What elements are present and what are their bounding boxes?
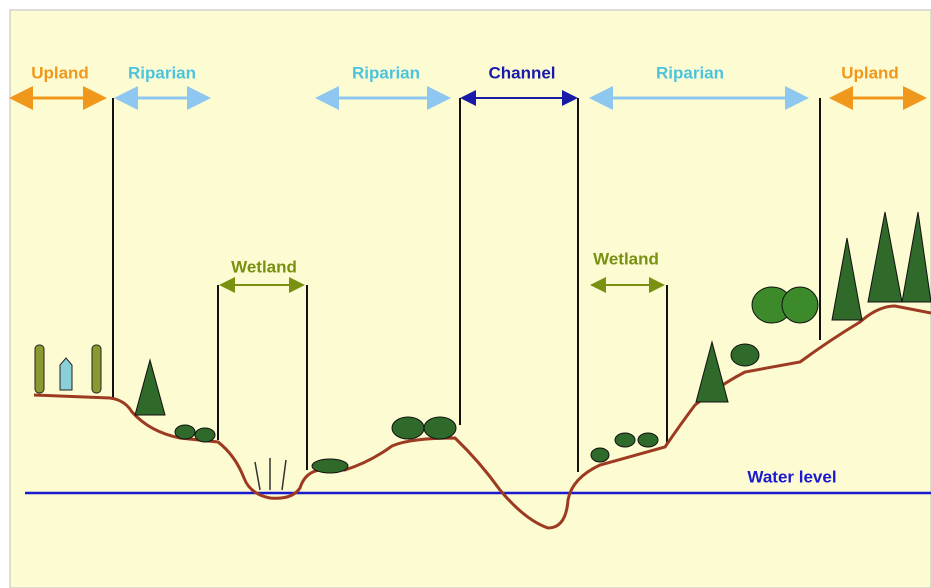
vegetation — [34, 211, 931, 491]
reed — [254, 461, 261, 491]
tree — [781, 286, 819, 324]
shrub — [391, 416, 425, 440]
wetland-label: Wetland — [593, 249, 659, 268]
shrub — [730, 343, 760, 367]
shrub — [614, 432, 636, 448]
cactus — [34, 344, 45, 394]
tree — [134, 358, 166, 416]
tree — [695, 340, 729, 403]
zone-labels: Upland Riparian Riparian Channel Riparia… — [31, 63, 899, 486]
zone-label: Upland — [841, 63, 899, 82]
shrub — [174, 424, 196, 440]
zone-label: Upland — [31, 63, 89, 82]
wetland-label: Wetland — [231, 257, 297, 276]
cactus — [59, 357, 73, 391]
reed — [281, 459, 287, 491]
water-level-label: Water level — [747, 467, 836, 486]
shrub — [311, 458, 349, 474]
boundaries — [112, 98, 821, 472]
tree — [901, 211, 931, 303]
zone-label: Channel — [488, 63, 555, 82]
zone-label: Riparian — [128, 63, 196, 82]
tree — [867, 211, 903, 303]
shrub — [423, 416, 457, 440]
zone-arrows — [9, 86, 927, 293]
zone-label: Riparian — [352, 63, 420, 82]
zone-label: Riparian — [656, 63, 724, 82]
shrub — [637, 432, 659, 448]
shrub — [194, 427, 216, 443]
tree — [831, 237, 863, 321]
shrub — [590, 447, 610, 463]
cactus — [91, 344, 102, 394]
